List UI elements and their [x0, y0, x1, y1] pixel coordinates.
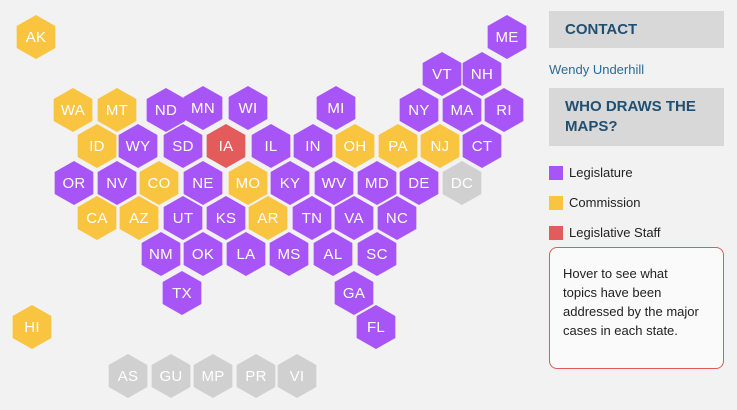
state-hex-ca[interactable]: CA [77, 196, 117, 240]
state-hex-in[interactable]: IN [293, 124, 333, 168]
state-hex-mp[interactable]: MP [193, 354, 233, 398]
state-hex-ky[interactable]: KY [270, 161, 310, 205]
state-hex-tn[interactable]: TN [292, 196, 332, 240]
state-hex-mi[interactable]: MI [316, 86, 356, 130]
state-hex-az[interactable]: AZ [119, 196, 159, 240]
state-hex-ny[interactable]: NY [399, 88, 439, 132]
state-hex-ks[interactable]: KS [206, 196, 246, 240]
state-hex-ri[interactable]: RI [484, 88, 524, 132]
legend-item-legislature: Legislature [549, 165, 633, 180]
legend-swatch-commission [549, 195, 563, 210]
state-hex-sc[interactable]: SC [357, 232, 397, 276]
legend-item-legislative-staff: Legislative Staff [549, 225, 661, 240]
state-hex-id[interactable]: ID [77, 124, 117, 168]
state-hex-ct[interactable]: CT [462, 124, 502, 168]
legend-swatch-legislative-staff [549, 225, 563, 240]
state-hex-fl[interactable]: FL [356, 305, 396, 349]
state-hex-ak[interactable]: AK [16, 15, 56, 59]
state-hex-nv[interactable]: NV [97, 161, 137, 205]
state-hex-ut[interactable]: UT [163, 196, 203, 240]
state-hex-nm[interactable]: NM [141, 232, 181, 276]
state-hex-as[interactable]: AS [108, 354, 148, 398]
state-hex-ga[interactable]: GA [334, 271, 374, 315]
state-hex-de[interactable]: DE [399, 161, 439, 205]
state-hex-nd[interactable]: ND [146, 88, 186, 132]
contact-link[interactable]: Wendy Underhill [549, 62, 645, 77]
state-hex-wa[interactable]: WA [53, 88, 93, 132]
state-hex-va[interactable]: VA [334, 196, 374, 240]
legend-label: Commission [569, 195, 641, 210]
state-hex-pa[interactable]: PA [378, 124, 418, 168]
state-hex-il[interactable]: IL [251, 124, 291, 168]
state-hex-al[interactable]: AL [313, 232, 353, 276]
state-hex-la[interactable]: LA [226, 232, 266, 276]
legend-item-commission: Commission [549, 195, 641, 210]
state-hex-ar[interactable]: AR [248, 196, 288, 240]
state-hex-ms[interactable]: MS [269, 232, 309, 276]
hover-note: Hover to see what topics have been addre… [549, 247, 724, 369]
legend-label: Legislature [569, 165, 633, 180]
state-hex-wy[interactable]: WY [118, 124, 158, 168]
state-hex-nc[interactable]: NC [377, 196, 417, 240]
state-hex-hi[interactable]: HI [12, 305, 52, 349]
state-hex-ok[interactable]: OK [183, 232, 223, 276]
state-hex-ia[interactable]: IA [206, 124, 246, 168]
state-hex-ma[interactable]: MA [442, 88, 482, 132]
state-hex-md[interactable]: MD [357, 161, 397, 205]
state-hex-tx[interactable]: TX [162, 271, 202, 315]
state-hex-vi[interactable]: VI [277, 354, 317, 398]
state-hex-mo[interactable]: MO [228, 161, 268, 205]
state-hex-ne[interactable]: NE [183, 161, 223, 205]
state-hex-co[interactable]: CO [139, 161, 179, 205]
state-hex-or[interactable]: OR [54, 161, 94, 205]
contact-header: CONTACT [549, 11, 724, 48]
state-hex-map: AK ME VT NH WA MT ND MN WI MI NY MA RI ID WY SD IA IL IN OH… [12, 15, 527, 398]
state-hex-oh[interactable]: OH [335, 124, 375, 168]
who-draws-header: WHO DRAWS THE MAPS? [549, 88, 724, 146]
state-hex-wv[interactable]: WV [314, 161, 354, 205]
state-hex-me[interactable]: ME [487, 15, 527, 59]
state-hex-pr[interactable]: PR [236, 354, 276, 398]
state-hex-nj[interactable]: NJ [420, 124, 460, 168]
state-hex-vt[interactable]: VT [422, 52, 462, 96]
state-hex-nh[interactable]: NH [462, 52, 502, 96]
state-hex-mt[interactable]: MT [97, 88, 137, 132]
legend-swatch-legislature [549, 165, 563, 180]
state-hex-wi[interactable]: WI [228, 86, 268, 130]
state-hex-dc[interactable]: DC [442, 161, 482, 205]
state-hex-gu[interactable]: GU [151, 354, 191, 398]
state-hex-mn[interactable]: MN [183, 86, 223, 130]
legend-label: Legislative Staff [569, 225, 661, 240]
